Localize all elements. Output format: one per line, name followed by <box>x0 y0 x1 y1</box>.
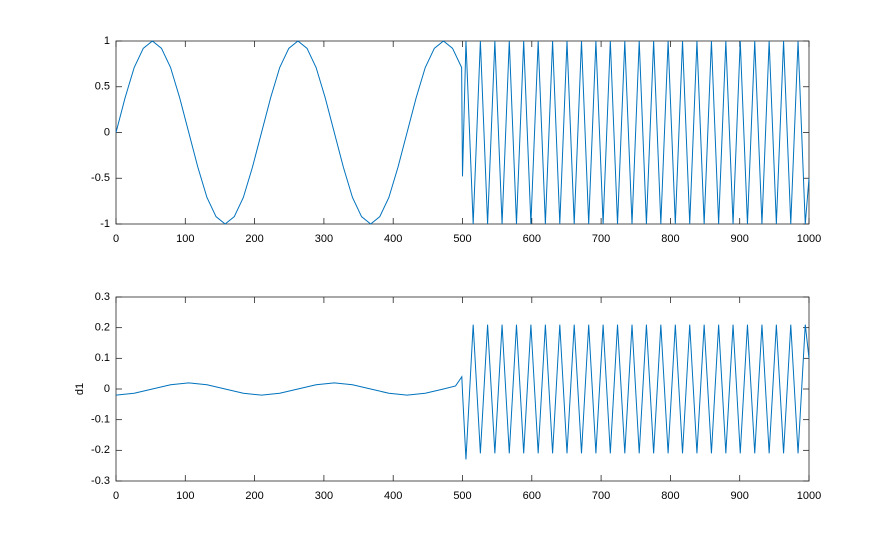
x-tick-label: 100 <box>176 233 194 245</box>
y-tick-label: 0.2 <box>95 322 110 334</box>
x-tick-label: 1000 <box>797 233 821 245</box>
y-tick-label: -0.3 <box>91 475 110 487</box>
x-tick-label: 900 <box>731 490 749 502</box>
x-tick-label: 0 <box>113 233 119 245</box>
x-tick-label: 600 <box>523 233 541 245</box>
y-tick-label: 0 <box>104 383 110 395</box>
x-tick-label: 300 <box>315 490 333 502</box>
data-line <box>115 40 810 225</box>
y-tick-label: -0.2 <box>91 444 110 456</box>
x-tick-label: 400 <box>384 233 402 245</box>
y-tick-label: 1 <box>104 35 110 47</box>
x-tick-label: 400 <box>384 490 402 502</box>
x-tick-label: 900 <box>731 233 749 245</box>
y-tick-label: -0.5 <box>91 172 110 184</box>
x-tick-label: 500 <box>453 490 471 502</box>
y-tick-label: 0.1 <box>95 352 110 364</box>
y-tick-label: 0.3 <box>95 291 110 303</box>
x-tick-label: 800 <box>661 490 679 502</box>
y-tick-label: -0.1 <box>91 414 110 426</box>
x-tick-label: 700 <box>592 233 610 245</box>
y-tick-label: -1 <box>100 218 110 230</box>
data-line <box>115 324 810 460</box>
x-tick-label: 200 <box>245 233 263 245</box>
x-tick-label: 1000 <box>797 490 821 502</box>
x-tick-label: 0 <box>113 490 119 502</box>
y-tick-label: 0 <box>104 126 110 138</box>
y-tick-label: 0.5 <box>95 81 110 93</box>
x-tick-label: 100 <box>176 490 194 502</box>
x-tick-label: 600 <box>523 490 541 502</box>
x-tick-label: 200 <box>245 490 263 502</box>
x-tick-label: 500 <box>453 233 471 245</box>
x-tick-label: 800 <box>661 233 679 245</box>
x-tick-label: 700 <box>592 490 610 502</box>
y-axis-label: d1 <box>74 383 86 395</box>
x-tick-label: 300 <box>315 233 333 245</box>
